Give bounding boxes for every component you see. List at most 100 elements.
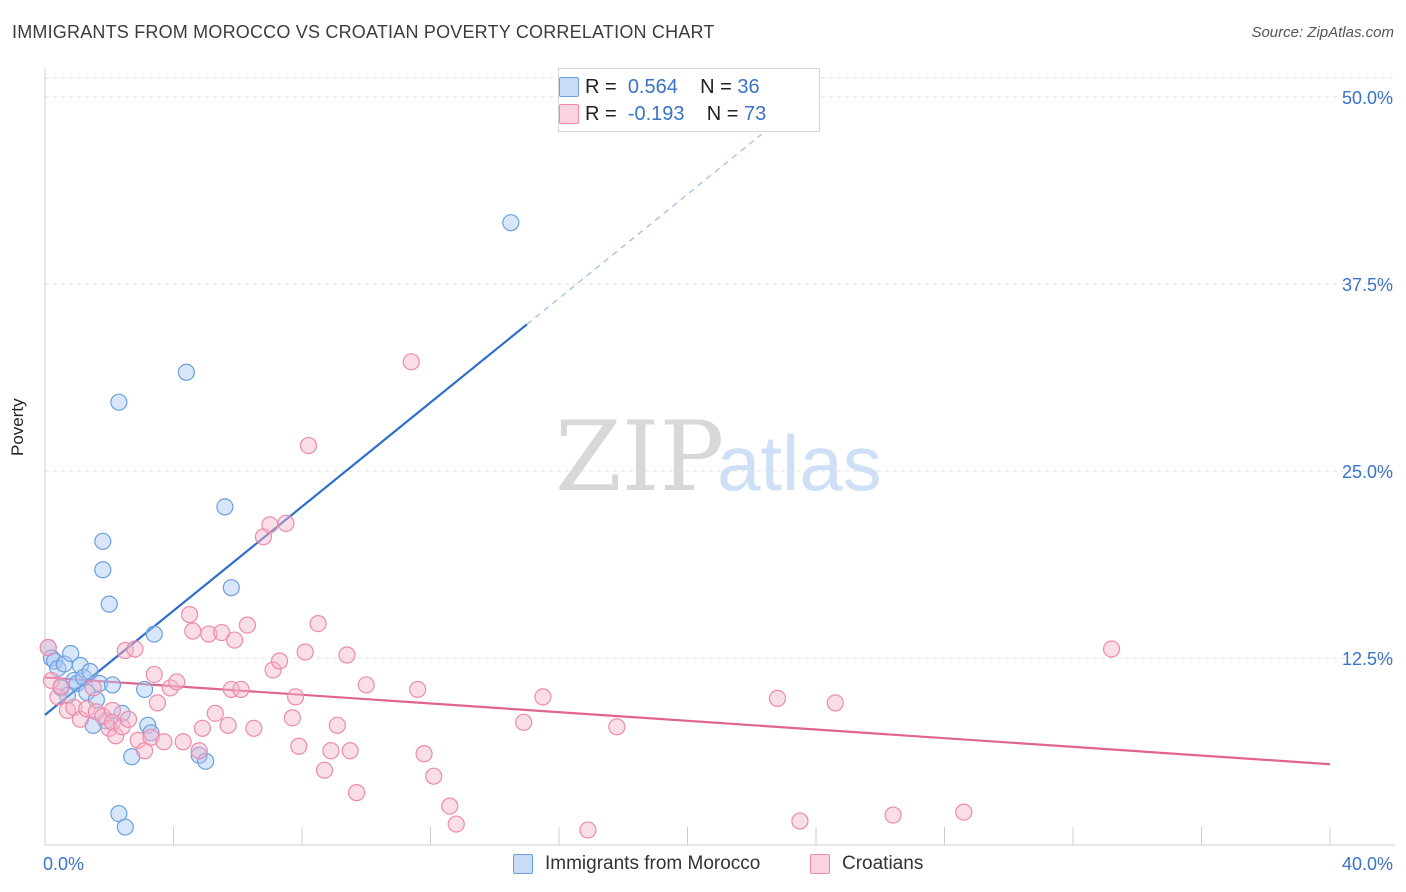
x-tick-label: 0.0% <box>43 854 84 874</box>
bottom-legend-label-morocco: Immigrants from Morocco <box>545 853 761 874</box>
point-croatians <box>261 516 279 534</box>
point-croatians <box>357 676 375 694</box>
y-tick-label: 12.5% <box>1342 649 1393 669</box>
bottom-legend-swatch-morocco <box>513 854 533 874</box>
point-croatians <box>955 803 973 821</box>
bottom-legend-morocco: Immigrants from Morocco <box>513 850 760 878</box>
point-croatians <box>142 728 160 746</box>
point-morocco <box>81 662 99 681</box>
gridlines <box>45 77 1395 659</box>
point-croatians <box>328 716 346 734</box>
point-croatians <box>200 625 218 643</box>
point-croatians <box>534 688 552 706</box>
axes <box>44 68 1395 846</box>
point-morocco <box>135 680 154 699</box>
point-croatians <box>608 718 626 736</box>
point-croatians <box>168 673 186 691</box>
point-croatians <box>42 671 61 690</box>
point-croatians <box>270 652 289 670</box>
point-croatians <box>277 514 295 532</box>
trend-lines <box>44 133 1331 766</box>
legend-r-value: -0.193 <box>627 102 685 125</box>
point-morocco <box>103 676 122 694</box>
point-morocco <box>190 746 208 764</box>
point-croatians <box>84 679 102 697</box>
point-croatians <box>299 436 318 455</box>
point-croatians <box>225 631 244 649</box>
point-croatians <box>441 797 459 815</box>
point-croatians <box>290 737 308 755</box>
point-morocco <box>94 532 112 550</box>
legend-r-value: 0.564 <box>627 75 678 98</box>
legend-swatch-croatians <box>559 104 579 124</box>
point-croatians <box>322 742 340 760</box>
legend-n-value: 73 <box>744 102 767 125</box>
point-croatians <box>826 694 844 712</box>
point-croatians <box>174 733 192 751</box>
point-morocco <box>142 724 160 742</box>
point-croatians <box>415 745 433 763</box>
legend-row-croatians: R = -0.193 N = 73 <box>559 102 767 126</box>
point-croatians <box>309 614 327 633</box>
point-croatians <box>213 623 231 642</box>
point-croatians <box>107 727 125 745</box>
watermark-zip: ZIP <box>555 401 724 513</box>
point-croatians <box>184 622 202 640</box>
point-croatians <box>145 665 163 684</box>
legend-r-label: R = <box>585 102 617 125</box>
point-croatians <box>409 680 427 699</box>
point-croatians <box>161 679 179 697</box>
point-croatians <box>103 701 122 719</box>
legend-swatch-morocco <box>559 77 579 97</box>
point-morocco <box>502 214 520 232</box>
point-croatians <box>315 761 334 779</box>
point-croatians <box>180 606 199 624</box>
y-tick-label: 50.0% <box>1342 88 1393 108</box>
bottom-legend-label-croatians: Croatians <box>842 853 924 874</box>
point-croatians <box>238 616 256 634</box>
legend-n-value: 36 <box>737 75 760 98</box>
point-croatians <box>791 812 809 830</box>
y-tick-label: 25.0% <box>1342 462 1393 482</box>
point-croatians <box>515 713 533 731</box>
point-croatians <box>126 640 144 658</box>
point-croatians <box>296 643 314 661</box>
point-croatians <box>884 806 902 824</box>
point-morocco <box>100 595 118 613</box>
point-croatians <box>579 821 597 839</box>
correlation-legend: R = 0.564 N = 36 R = -0.193 N = 73 <box>558 68 820 132</box>
point-croatians <box>129 731 147 749</box>
point-croatians <box>348 784 366 802</box>
tick-labels: 12.5% 25.0% 37.5% 50.0% 0.0% 40.0% <box>43 88 1393 874</box>
point-morocco <box>62 644 80 663</box>
point-croatians <box>155 733 173 751</box>
legend-r-label: R = <box>585 75 617 98</box>
point-morocco <box>110 393 128 411</box>
point-croatians <box>425 767 443 785</box>
point-croatians <box>264 661 282 679</box>
point-croatians <box>402 353 420 371</box>
trendline-croatians <box>44 676 1331 766</box>
point-croatians <box>219 716 237 734</box>
point-croatians <box>119 710 138 728</box>
legend-n-label: N = <box>706 102 739 125</box>
legend-n-label: N = <box>700 75 732 98</box>
point-croatians <box>338 646 356 664</box>
point-croatians <box>768 689 787 707</box>
point-croatians <box>206 704 224 722</box>
point-morocco <box>216 498 234 516</box>
point-croatians <box>52 677 70 696</box>
bottom-legend-croatians: Croatians <box>810 850 923 878</box>
watermark-atlas: atlas <box>717 419 882 507</box>
point-croatians <box>49 688 67 706</box>
point-croatians <box>283 709 301 727</box>
trendline-morocco-extension <box>526 133 762 325</box>
point-morocco <box>222 579 240 597</box>
point-croatians <box>1102 640 1121 658</box>
point-morocco <box>145 625 163 643</box>
point-croatians <box>78 700 96 718</box>
point-croatians <box>148 694 167 712</box>
point-croatians <box>193 719 212 737</box>
point-morocco <box>116 818 134 836</box>
